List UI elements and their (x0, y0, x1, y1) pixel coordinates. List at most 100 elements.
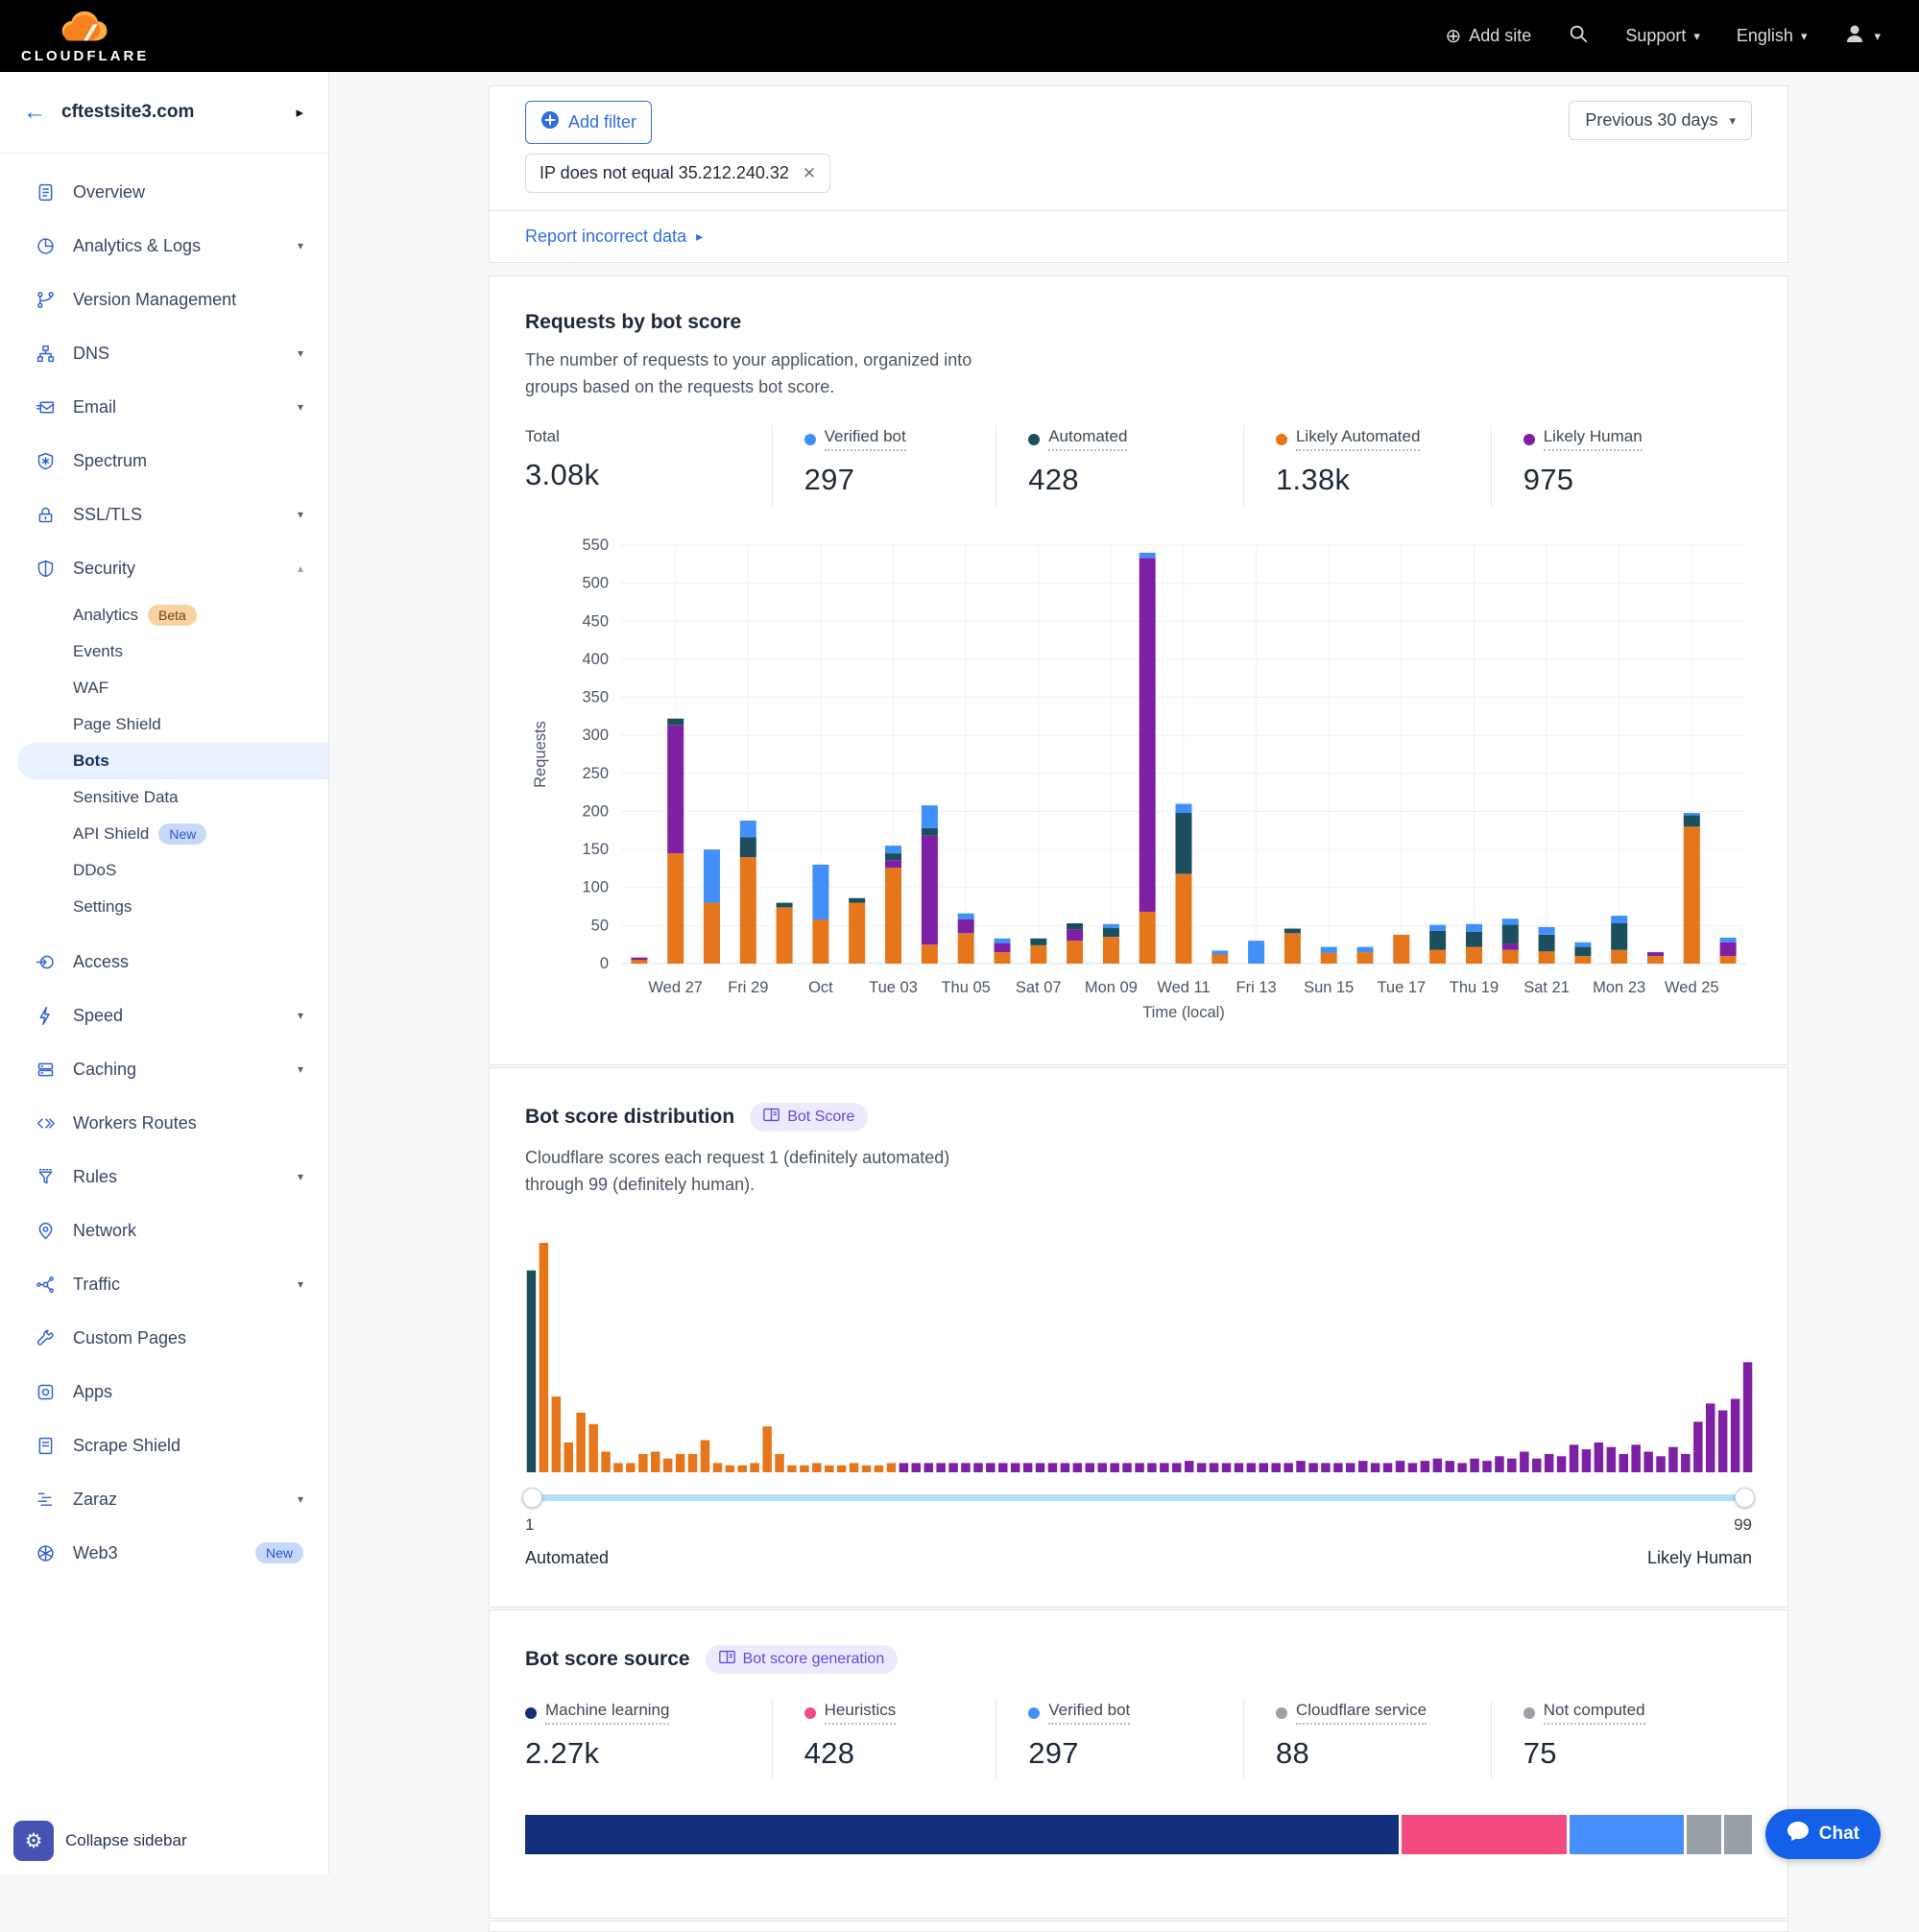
bot-score-source-card: Bot score source Bot score generation Ma… (489, 1610, 1788, 1919)
search-icon (1568, 23, 1589, 49)
remove-filter-icon[interactable]: ✕ (802, 163, 817, 182)
sidebar-item-apps[interactable]: Apps (0, 1365, 328, 1419)
legend-dot (804, 1706, 816, 1719)
network-icon (36, 1220, 57, 1241)
custom-pages-icon (36, 1327, 57, 1348)
sidebar-item-rules[interactable]: Rules ▾ (0, 1150, 328, 1204)
collapse-sidebar[interactable]: ⚙ Collapse sidebar (13, 1821, 187, 1861)
sidebar-item-traffic[interactable]: Traffic ▾ (0, 1257, 328, 1311)
requests-time-chart[interactable]: 0 50 100 150 200 250 300 350 400 450 500 550 Wed 27 F… (525, 534, 1752, 1026)
filter-chip[interactable]: IP does not equal 35.212.240.32 ✕ (525, 154, 831, 193)
stat-label: Verified bot (824, 427, 906, 451)
stat-label: Total (525, 427, 560, 445)
traffic-icon (36, 1274, 57, 1295)
svg-text:200: 200 (582, 802, 609, 820)
report-incorrect-data-link[interactable]: Report incorrect data (525, 227, 687, 246)
rules-icon (36, 1166, 57, 1187)
add-site-button[interactable]: ⊕ Add site (1445, 26, 1532, 47)
sidebar-item-caching[interactable]: Caching ▾ (0, 1042, 328, 1096)
badge-new: New (158, 823, 207, 845)
sidebar-item-label: Caching (73, 1059, 137, 1079)
search-button[interactable] (1568, 23, 1589, 49)
chat-bubble-icon (1787, 1821, 1810, 1848)
svg-text:Wed 25: Wed 25 (1665, 979, 1719, 996)
account-menu[interactable]: ▾ (1843, 22, 1881, 50)
bot-score-doc-badge[interactable]: Bot Score (750, 1103, 869, 1132)
sidebar-item-zaraz[interactable]: Zaraz ▾ (0, 1472, 328, 1526)
sidebar-item-dns[interactable]: DNS ▾ (0, 326, 328, 380)
dns-icon (36, 343, 57, 364)
sidebar-subitem-api-shield[interactable]: API Shield New (0, 816, 328, 852)
sidebar-subitem-sensitive-data[interactable]: Sensitive Data (0, 779, 328, 816)
svg-text:350: 350 (582, 689, 609, 706)
brand-wordmark: CLOUDFLARE (21, 47, 150, 64)
legend-dot (1523, 1706, 1535, 1719)
chevron-down-icon: ▾ (1693, 28, 1700, 43)
score-range-slider[interactable] (522, 1487, 1755, 1508)
add-filter-button[interactable]: Add filter (525, 101, 653, 144)
overview-icon (36, 181, 57, 203)
back-arrow-icon[interactable]: ← (23, 99, 46, 125)
chevron-down-icon: ▾ (297, 508, 303, 521)
sidebar-subitem-settings[interactable]: Settings (0, 889, 328, 925)
sidebar-item-spectrum[interactable]: Spectrum (0, 434, 328, 488)
sidebar-item-email[interactable]: Email ▾ (0, 380, 328, 434)
sidebar-item-network[interactable]: Network (0, 1204, 328, 1257)
chat-button[interactable]: Chat (1764, 1809, 1881, 1859)
stat-value: 1.38k (1275, 463, 1351, 496)
scrape-shield-icon (36, 1435, 57, 1456)
bot-score-generation-doc-badge[interactable]: Bot score generation (705, 1645, 899, 1674)
sidebar-item-label: Speed (73, 1005, 124, 1025)
sidebar-subitem-events[interactable]: Events (0, 633, 328, 670)
slider-max-label: Likely Human (1646, 1548, 1752, 1567)
sidebar-item-access[interactable]: Access (0, 935, 328, 989)
date-range-dropdown[interactable]: Previous 30 days ▾ (1569, 101, 1752, 140)
main-content: Add filter Previous 30 days ▾ IP does no… (489, 85, 1788, 1932)
gear-icon[interactable]: ⚙ (13, 1821, 54, 1861)
svg-text:550: 550 (582, 537, 609, 554)
next-card-edge (489, 1920, 1788, 1932)
sidebar-item-version-management[interactable]: Version Management (0, 273, 328, 326)
chevron-down-icon: ▾ (297, 1062, 303, 1076)
sidebar-subitem-page-shield[interactable]: Page Shield (0, 706, 328, 743)
sidebar-item-custom-pages[interactable]: Custom Pages (0, 1311, 328, 1365)
slider-handle-max[interactable] (1735, 1488, 1755, 1508)
support-menu[interactable]: Support ▾ (1625, 26, 1700, 45)
sidebar-subitem-waf[interactable]: WAF (0, 670, 328, 706)
svg-text:50: 50 (591, 917, 609, 934)
sidebar-submenu-security: Analytics Beta Events WAF Page Shield Bots Sen… (0, 597, 328, 925)
language-menu[interactable]: English ▾ (1736, 26, 1808, 45)
chevron-down-icon: ▾ (297, 1492, 303, 1506)
chevron-right-icon[interactable]: ▸ (296, 105, 303, 121)
slider-handle-min[interactable] (522, 1488, 542, 1508)
sidebar-item-analytics-logs[interactable]: Analytics & Logs ▾ (0, 219, 328, 273)
card-title: Bot score source (525, 1648, 690, 1670)
sidebar-item-workers-routes[interactable]: Workers Routes (0, 1096, 328, 1150)
cloudflare-cloud-icon (57, 10, 114, 48)
sidebar-item-speed[interactable]: Speed ▾ (0, 989, 328, 1042)
sidebar-item-overview[interactable]: Overview (0, 165, 328, 219)
chevron-down-icon: ▾ (297, 346, 303, 360)
sidebar-subitem-bots[interactable]: Bots (17, 743, 328, 779)
svg-text:Wed 27: Wed 27 (648, 979, 703, 996)
bot-score-histogram[interactable] (525, 1240, 1753, 1477)
svg-text:250: 250 (582, 765, 609, 782)
stat-value: 975 (1523, 463, 1574, 496)
sidebar-subitem-label: WAF (73, 679, 109, 697)
badge-beta: Beta (148, 605, 197, 626)
sidebar-subitem-analytics[interactable]: Analytics Beta (0, 597, 328, 633)
site-switcher[interactable]: ← cftestsite3.com ▸ (0, 72, 328, 154)
requests-by-bot-score-card: Requests by bot score The number of requ… (489, 275, 1788, 1065)
sidebar-subitem-label: DDoS (73, 861, 117, 879)
sidebar-item-security[interactable]: Security ▴ (0, 541, 328, 595)
sidebar-item-ssl-tls[interactable]: SSL/TLS ▾ (0, 488, 328, 541)
stat-machine-learning: Machine learning 2.27k (525, 1699, 772, 1780)
sidebar-subitem-ddos[interactable]: DDoS (0, 852, 328, 889)
stat-label: Verified bot (1048, 1701, 1131, 1725)
sidebar-item-web3[interactable]: Web3 New (0, 1526, 328, 1580)
sidebar-item-label: DNS (73, 343, 110, 363)
slider-track[interactable] (525, 1494, 1752, 1501)
svg-text:Fri 13: Fri 13 (1236, 979, 1277, 996)
sidebar-item-scrape-shield[interactable]: Scrape Shield (0, 1419, 328, 1472)
cloudflare-logo[interactable]: CLOUDFLARE (21, 10, 149, 63)
